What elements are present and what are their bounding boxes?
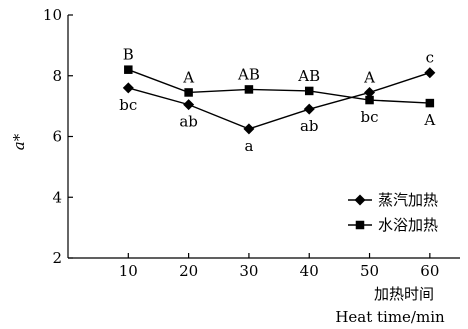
- data-label: ab: [179, 113, 198, 131]
- data-label: A: [182, 68, 194, 86]
- legend-label: 蒸汽加热: [378, 191, 438, 209]
- data-point-diamond: [364, 86, 376, 98]
- y-tick-label: 10: [43, 6, 62, 24]
- x-tick-label: 20: [179, 262, 198, 280]
- legend-marker-square: [355, 220, 365, 230]
- data-label: AB: [297, 67, 320, 85]
- data-point-diamond: [243, 123, 255, 135]
- x-axis-label-en: Heat time/min: [335, 308, 445, 326]
- x-tick-label: 40: [300, 262, 319, 280]
- series-line-1: [128, 72, 431, 130]
- series-line-2: [128, 69, 430, 104]
- data-label: B: [123, 46, 134, 64]
- legend-marker-diamond: [354, 194, 366, 206]
- data-point-diamond: [122, 82, 134, 94]
- y-tick-label: 4: [52, 188, 62, 206]
- tick-group: 2 4 6 8 10 10 20 30 40 50 60: [43, 6, 439, 280]
- data-label: A: [363, 68, 375, 86]
- y-tick-label: 6: [52, 128, 62, 146]
- series-group: [122, 65, 436, 135]
- data-label: A: [423, 111, 435, 129]
- data-point-square: [365, 95, 374, 105]
- data-point-square: [184, 88, 193, 97]
- data-label-group: bc ab a ab Ac B A AB AB bc A: [119, 46, 435, 155]
- data-point-square: [425, 98, 435, 108]
- y-tick-label: 2: [52, 249, 62, 267]
- data-label: ab: [300, 117, 319, 135]
- x-axis-label: 加热时间: [374, 285, 434, 303]
- data-label: c: [426, 49, 434, 67]
- data-label: AB: [237, 65, 260, 83]
- y-axis-label: a*: [10, 133, 28, 150]
- y-tick-label: 8: [52, 67, 62, 85]
- x-tick-label: 30: [239, 262, 258, 280]
- x-tick-label: 50: [360, 262, 379, 280]
- data-label: bc: [119, 96, 137, 114]
- data-point-square: [124, 65, 133, 74]
- x-tick-label: 60: [420, 262, 439, 280]
- data-point-square: [244, 85, 254, 94]
- data-label: a: [244, 137, 253, 155]
- data-point-square: [304, 86, 314, 96]
- data-point-diamond: [424, 67, 436, 79]
- data-point-diamond: [183, 99, 195, 111]
- data-label: bc: [361, 108, 379, 126]
- x-tick-label: 10: [119, 262, 138, 280]
- data-point-diamond: [303, 103, 315, 115]
- legend-label: 水浴加热: [378, 216, 438, 234]
